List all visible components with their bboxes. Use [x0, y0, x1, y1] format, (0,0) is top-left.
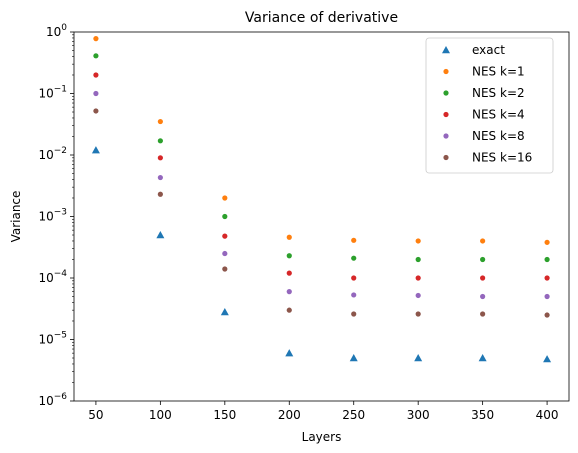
- data-point: [415, 256, 421, 263]
- data-point: [222, 213, 228, 220]
- data-point: [285, 349, 294, 357]
- data-point: [480, 293, 486, 300]
- legend-label: exact: [472, 43, 505, 57]
- data-point: [349, 354, 358, 362]
- y-tick-label: 10−1: [38, 85, 67, 101]
- data-point: [286, 253, 292, 259]
- data-point: [543, 355, 552, 363]
- data-point: [157, 191, 163, 197]
- legend-marker: [443, 90, 449, 96]
- data-point: [93, 36, 99, 42]
- x-tick-label: 300: [407, 408, 430, 422]
- chart-title: Variance of derivative: [245, 10, 398, 26]
- data-points: [91, 36, 552, 363]
- data-point: [415, 292, 421, 299]
- series-4: [93, 90, 550, 300]
- legend-item: NES k=1: [443, 65, 525, 79]
- legend-label: NES k=16: [472, 151, 532, 165]
- data-point: [157, 174, 163, 181]
- data-point: [222, 233, 228, 239]
- legend-label: NES k=8: [472, 129, 525, 143]
- data-point: [415, 238, 421, 244]
- legend-item: NES k=16: [443, 151, 532, 165]
- x-tick-label: 200: [278, 408, 301, 422]
- x-tick-label: 100: [149, 408, 172, 422]
- data-point: [286, 289, 292, 295]
- legend-item: exact: [442, 43, 505, 57]
- data-point: [480, 311, 486, 317]
- legend: exact NES k=1 NES k=2 NES k=4 NES k=8 NES k=1…: [425, 37, 554, 174]
- data-point: [93, 90, 99, 97]
- data-point: [351, 275, 357, 281]
- data-point: [222, 195, 228, 201]
- legend-marker: [443, 133, 449, 139]
- y-tick-label: 10−3: [38, 208, 67, 224]
- data-point: [480, 238, 486, 244]
- data-point: [544, 293, 550, 300]
- legend-marker: [443, 111, 449, 118]
- data-point: [286, 270, 292, 276]
- data-point: [157, 118, 163, 125]
- series-3: [93, 72, 550, 281]
- legend-box: [425, 37, 554, 174]
- data-point: [222, 266, 228, 272]
- data-point: [480, 256, 486, 263]
- data-point: [351, 237, 357, 243]
- y-axis-ticks: 10−6 10−5 10−4 10−3 10−2 10−1 100: [38, 23, 74, 408]
- x-tick-label: 400: [536, 408, 559, 422]
- data-point: [415, 275, 421, 281]
- series-1: [93, 36, 550, 245]
- data-point: [222, 250, 228, 257]
- legend-marker: [443, 154, 449, 161]
- legend-marker: [443, 68, 449, 75]
- x-tick-label: 350: [471, 408, 494, 422]
- data-point: [93, 108, 99, 114]
- legend-item: NES k=4: [443, 108, 525, 122]
- y-tick-label: 10−6: [38, 392, 67, 408]
- data-point: [220, 307, 229, 316]
- data-point: [157, 155, 163, 161]
- data-point: [351, 292, 357, 298]
- legend-label: NES k=1: [472, 65, 525, 79]
- data-point: [157, 138, 163, 144]
- data-point: [544, 239, 550, 245]
- x-axis-label: Layers: [302, 430, 342, 444]
- series-0: [91, 146, 552, 363]
- data-point: [351, 255, 357, 261]
- legend-label: NES k=2: [472, 86, 525, 100]
- y-tick-label: 10−5: [38, 331, 67, 347]
- x-tick-label: 50: [88, 408, 103, 422]
- y-tick-label: 10−2: [38, 146, 67, 162]
- data-point: [156, 231, 165, 239]
- legend-label: NES k=4: [472, 108, 525, 122]
- x-axis-ticks: 50 100 150 200 250 300 350 400: [88, 401, 559, 422]
- data-point: [544, 256, 550, 263]
- y-tick-label: 100: [46, 23, 67, 39]
- data-point: [478, 354, 487, 362]
- data-point: [415, 311, 421, 317]
- data-point: [544, 275, 550, 281]
- data-point: [93, 72, 99, 78]
- data-point: [480, 275, 486, 281]
- legend-item: NES k=8: [443, 129, 525, 143]
- x-tick-label: 250: [342, 408, 365, 422]
- data-point: [414, 354, 423, 362]
- data-point: [286, 307, 292, 313]
- x-tick-label: 150: [213, 408, 236, 422]
- data-point: [286, 234, 292, 240]
- series-2: [93, 53, 550, 263]
- legend-marker: [442, 46, 450, 54]
- data-point: [93, 53, 99, 59]
- y-tick-label: 10−4: [38, 269, 67, 285]
- legend-item: NES k=2: [443, 86, 525, 100]
- data-point: [91, 146, 100, 154]
- series-5: [93, 108, 550, 318]
- data-point: [544, 312, 550, 318]
- data-point: [351, 311, 357, 317]
- y-axis-label: Variance: [9, 191, 23, 243]
